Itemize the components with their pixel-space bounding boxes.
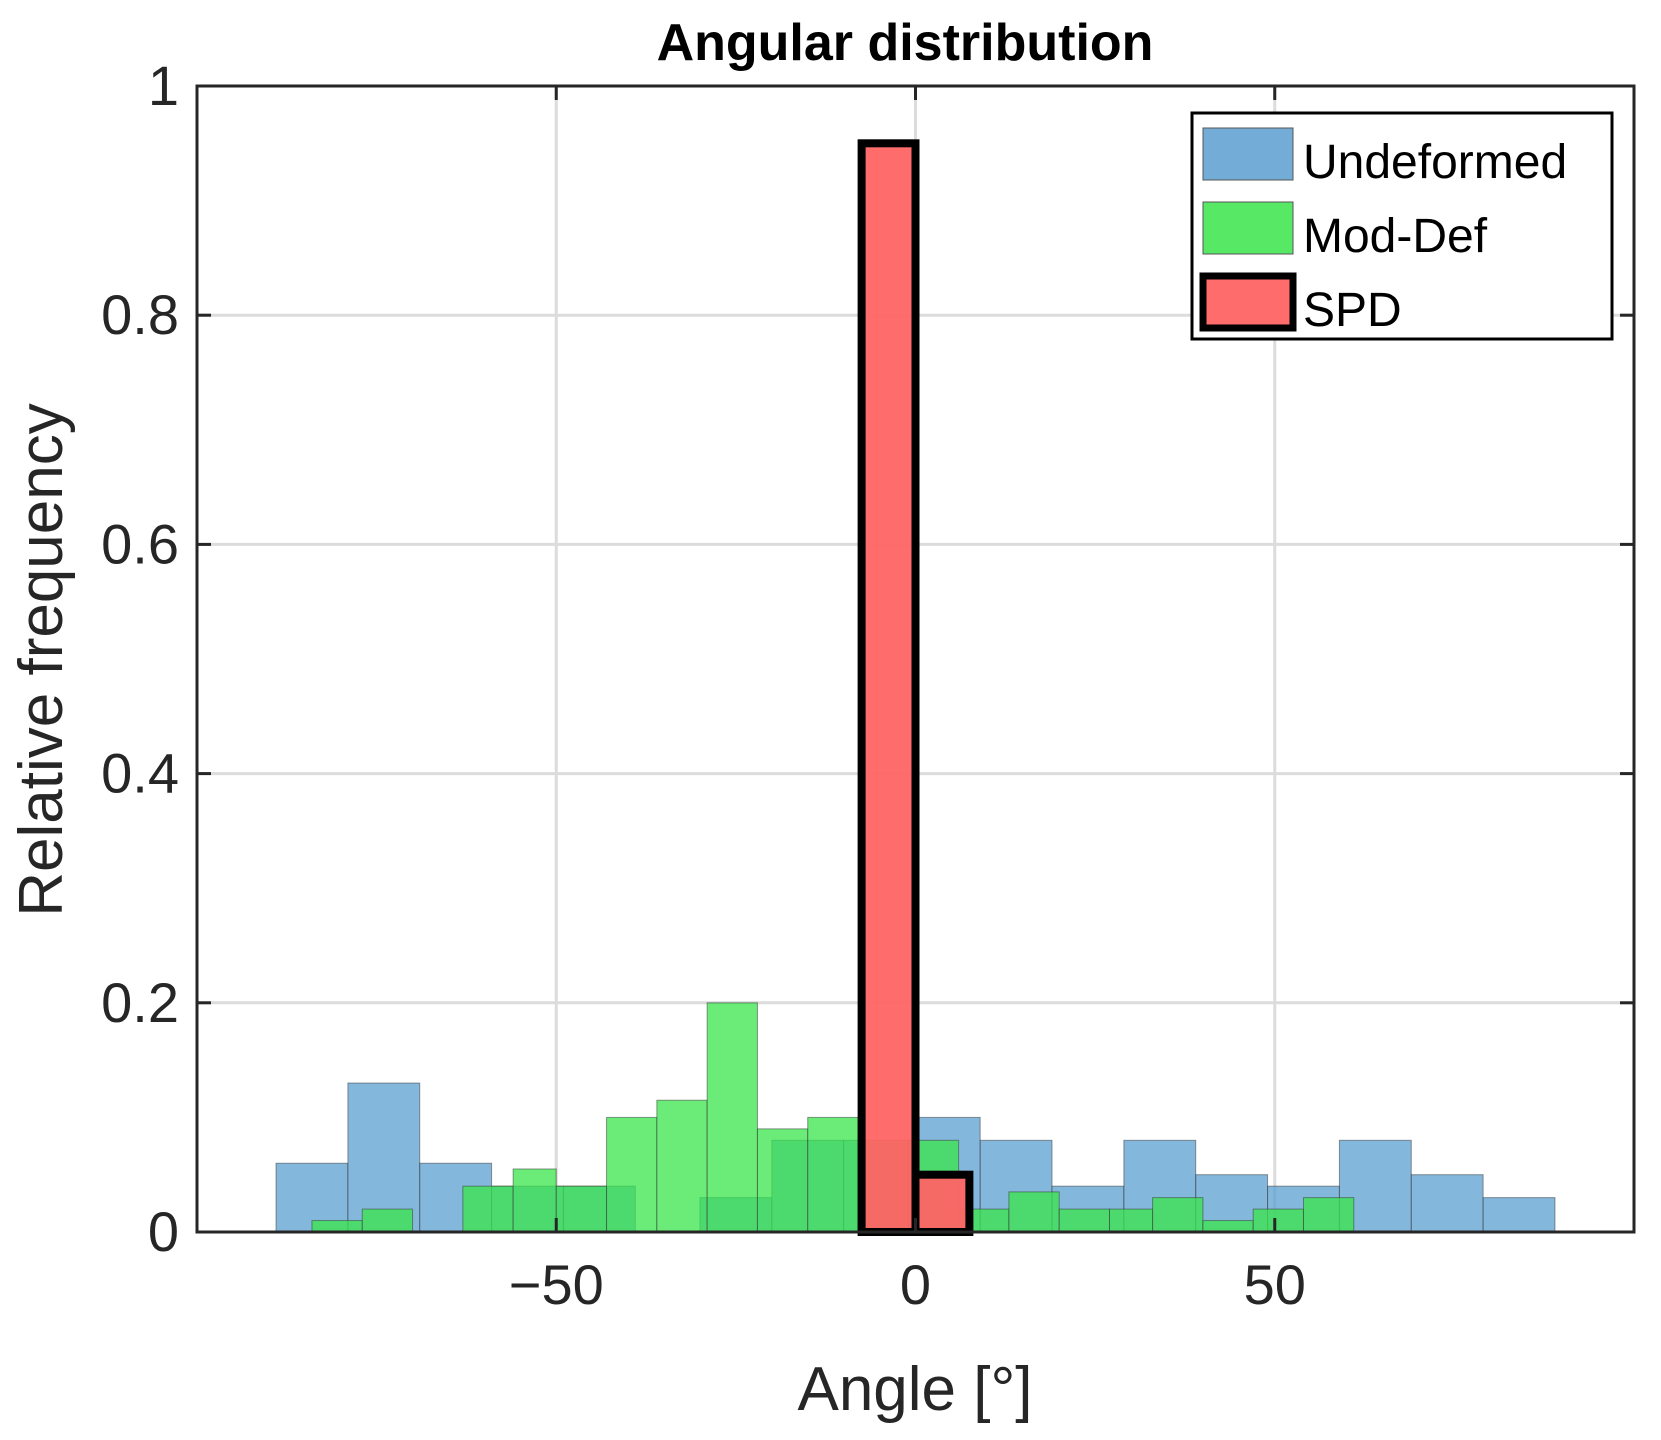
x-tick-label: 50 <box>1244 1253 1306 1316</box>
histogram-bar <box>911 1170 974 1236</box>
histogram-bar <box>555 1185 608 1233</box>
y-tick-label: 0 <box>148 1200 179 1263</box>
histogram-bar <box>857 139 920 1236</box>
tick-labels: −50 0 50 0 0.2 0.4 0.6 0.8 1 <box>101 54 1306 1316</box>
series-mod-def <box>311 1002 1355 1233</box>
histogram-bar <box>1058 1208 1110 1233</box>
y-axis-label: Relative frequency <box>7 403 76 917</box>
histogram-bar <box>756 1128 809 1233</box>
x-axis-label: Angle [°] <box>797 1355 1032 1424</box>
y-tick-label: 0.2 <box>101 971 179 1034</box>
histogram-bars <box>275 139 1556 1236</box>
histogram-bar <box>1152 1197 1204 1233</box>
histogram-bar <box>512 1168 557 1233</box>
legend-swatch-mod-def <box>1202 201 1294 255</box>
histogram-bar <box>807 1116 859 1233</box>
histogram-bar <box>1202 1220 1254 1233</box>
x-tick-label: 0 <box>900 1253 931 1316</box>
chart-title: Angular distribution <box>657 14 1154 72</box>
histogram-bar <box>656 1099 708 1233</box>
y-tick-label: 0.4 <box>101 742 179 805</box>
histogram-bar <box>1252 1208 1304 1233</box>
histogram-bar <box>706 1002 758 1233</box>
legend-label-mod-def: Mod-Def <box>1303 210 1488 263</box>
histogram-bar <box>347 1082 421 1233</box>
histogram-bar <box>1108 1208 1154 1233</box>
legend: Undeformed Mod-Def SPD <box>1190 111 1614 341</box>
histogram-bar <box>1008 1191 1060 1233</box>
histogram-bar <box>361 1208 414 1233</box>
histogram-bar <box>311 1220 363 1233</box>
y-tick-label: 0.8 <box>101 283 179 346</box>
histogram-bar <box>1410 1174 1484 1233</box>
histogram-bar <box>1302 1197 1355 1233</box>
legend-swatch-undeformed <box>1202 127 1294 181</box>
legend-swatch-spd <box>1199 272 1297 332</box>
legend-label-spd: SPD <box>1303 284 1402 337</box>
histogram-bar <box>1482 1197 1556 1233</box>
axis-ticks <box>197 84 1634 1234</box>
x-tick-label: −50 <box>509 1253 604 1316</box>
y-tick-label: 1 <box>148 54 179 117</box>
y-tick-label: 0.6 <box>101 512 179 575</box>
legend-label-undeformed: Undeformed <box>1303 136 1567 189</box>
histogram-bar <box>606 1116 658 1233</box>
histogram-bar <box>462 1185 514 1233</box>
